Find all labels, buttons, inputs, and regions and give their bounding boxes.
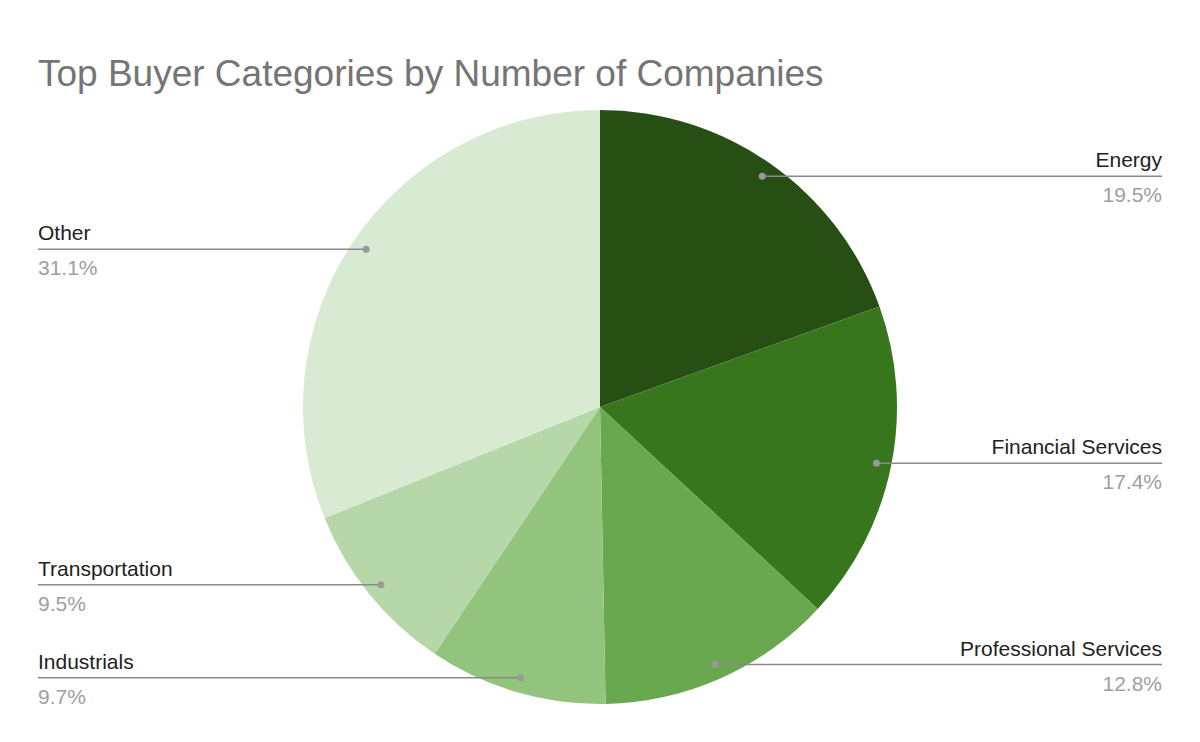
data-label: 9.7% xyxy=(38,685,86,708)
chart-title: Top Buyer Categories by Number of Compan… xyxy=(38,53,824,94)
leader-line xyxy=(38,584,381,586)
labels: Energy 19.5% Financial Services 17.4% Profes… xyxy=(38,148,1162,708)
pie-slice xyxy=(600,407,818,704)
leader-line xyxy=(876,463,1162,465)
data-label: 12.8% xyxy=(1102,672,1162,695)
leader-dot xyxy=(712,661,719,668)
leader-dot xyxy=(873,460,880,467)
slice-label: Transportation xyxy=(38,557,173,580)
slice-label: Energy xyxy=(1095,148,1162,171)
pie-slice xyxy=(303,110,600,518)
data-label: 31.1% xyxy=(38,256,98,279)
chart: Top Buyer Categories by Number of Compan… xyxy=(0,0,1200,742)
data-label: 9.5% xyxy=(38,592,86,615)
slice-label: Other xyxy=(38,221,91,244)
slice-label: Industrials xyxy=(38,650,134,673)
data-label: 17.4% xyxy=(1102,470,1162,493)
slices xyxy=(303,110,897,704)
slice-label: Professional Services xyxy=(960,637,1162,660)
leader-line xyxy=(38,248,366,250)
leader-line xyxy=(762,175,1162,177)
data-label: 19.5% xyxy=(1102,183,1162,206)
leader-line xyxy=(38,677,520,679)
slice-label: Financial Services xyxy=(992,435,1162,458)
leader-dot xyxy=(517,674,524,681)
leader-dot xyxy=(363,246,370,253)
leader-line xyxy=(715,664,1162,666)
leader-dot xyxy=(759,173,766,180)
leader-dot xyxy=(377,581,384,588)
